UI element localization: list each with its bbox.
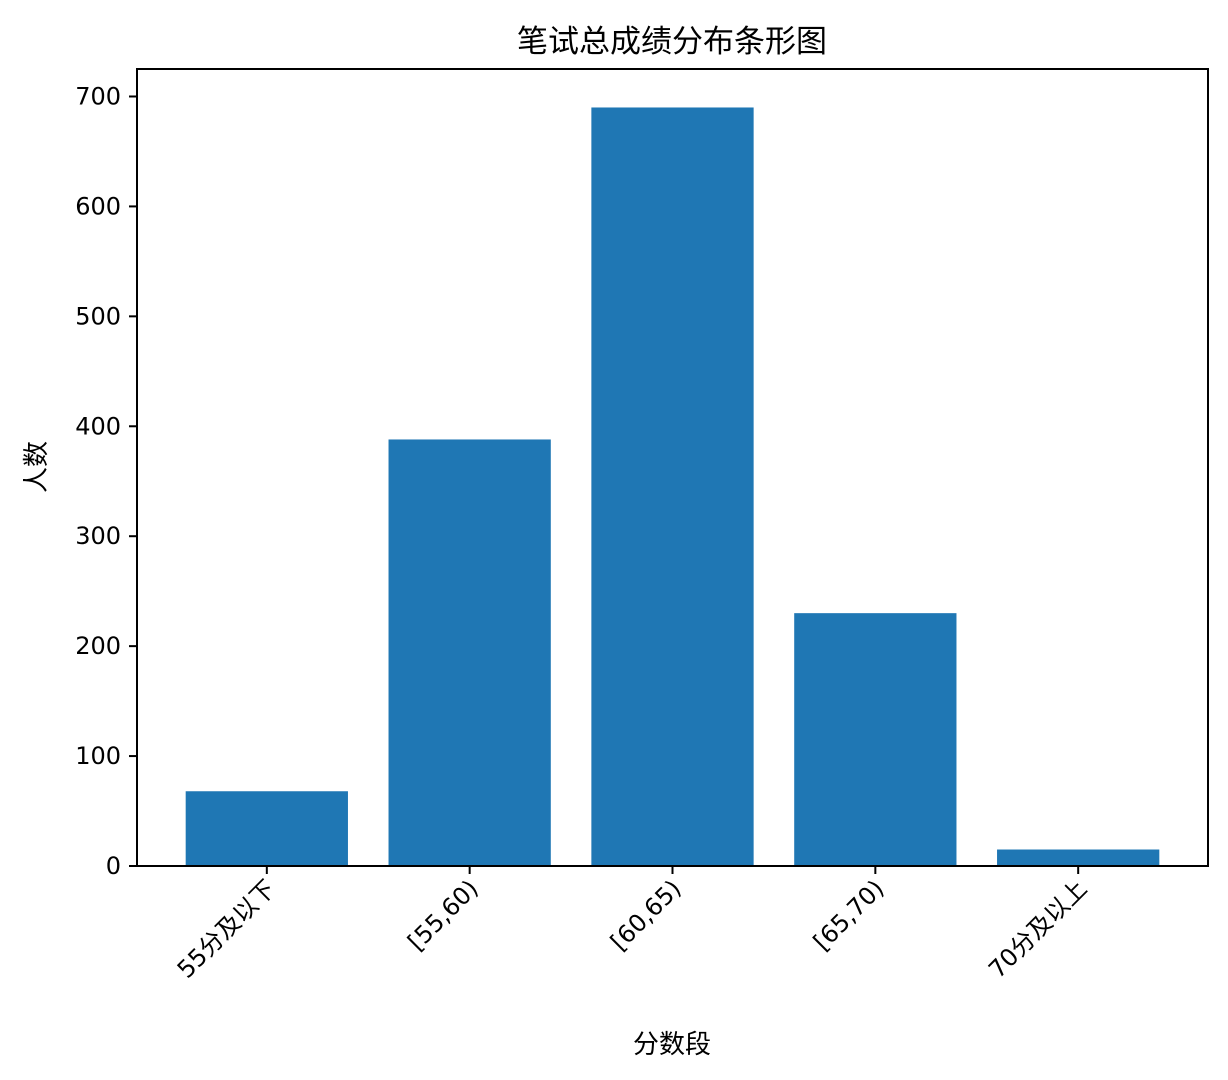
plot-frame [136, 68, 1209, 867]
x-axis-label: 分数段 [633, 1030, 711, 1060]
x-tick-label-4: 70分及以上 [983, 874, 1092, 983]
chart-title: 笔试总成绩分布条形图 [517, 24, 827, 60]
x-tick-label-1: [55,60) [402, 874, 484, 956]
y-tick-label-3: 300 [75, 522, 121, 550]
x-tick-label-3: [65,70) [808, 874, 890, 956]
y-axis-label: 人数 [22, 441, 52, 493]
bar-4 [997, 849, 1160, 866]
y-tick-label-0: 0 [106, 852, 121, 880]
x-axis: 55分及以下 [55,60) [60,65) [65,70) 70分及以上 [172, 866, 1092, 984]
x-tick-label-2: [60,65) [605, 874, 687, 956]
bar-1 [388, 439, 551, 866]
y-tick-label-1: 100 [75, 742, 121, 770]
y-tick-label-5: 500 [75, 302, 121, 330]
bars-group [185, 107, 1160, 867]
y-tick-label-7: 700 [75, 82, 121, 110]
bar-3 [794, 613, 957, 866]
bar-0 [185, 791, 348, 866]
bar-2 [591, 107, 754, 867]
y-tick-label-6: 600 [75, 192, 121, 220]
x-tick-label-0: 55分及以下 [172, 874, 281, 983]
y-tick-label-4: 400 [75, 412, 121, 440]
y-axis: 0 100 200 300 400 500 600 700 [75, 82, 137, 880]
y-tick-label-2: 200 [75, 632, 121, 660]
